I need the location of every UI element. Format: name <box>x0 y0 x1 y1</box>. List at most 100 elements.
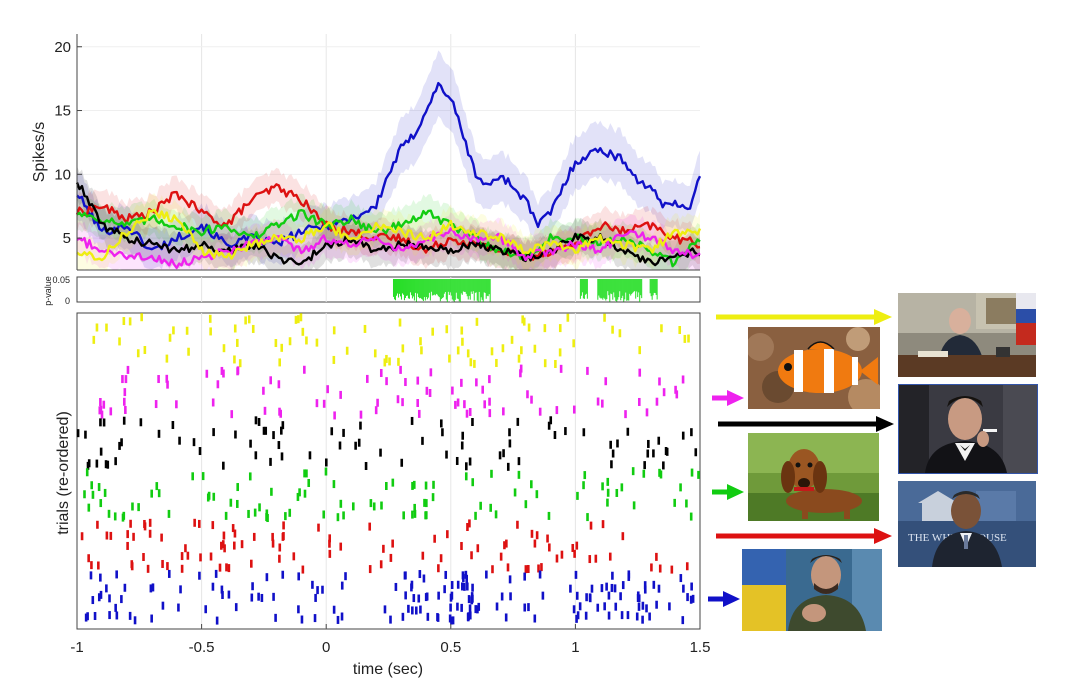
raster-tick <box>402 511 405 520</box>
raster-tick <box>533 539 537 548</box>
raster-tick <box>99 447 103 456</box>
raster-tick <box>332 480 336 489</box>
raster-tick <box>382 544 385 553</box>
raster-tick <box>670 565 674 574</box>
raster-tick <box>431 327 434 336</box>
raster-tick <box>106 460 110 469</box>
raster-tick <box>606 477 610 486</box>
raster-tick <box>503 541 506 550</box>
raster-tick <box>372 502 376 511</box>
raster-tick <box>485 570 488 579</box>
raster-tick <box>439 554 443 563</box>
raster-tick <box>508 428 511 437</box>
raster-tick <box>601 482 604 491</box>
raster-tick <box>476 544 480 553</box>
raster-tick <box>464 472 468 481</box>
raster-tick <box>201 472 205 481</box>
raster-tick <box>298 488 301 497</box>
raster-tick <box>683 334 687 343</box>
raster-tick <box>300 615 304 624</box>
raster-tick <box>502 449 505 458</box>
raster-tick <box>516 520 519 529</box>
raster-tick <box>233 324 237 333</box>
raster-tick <box>180 552 184 561</box>
raster-tick <box>184 544 187 553</box>
raster-tick <box>385 354 388 363</box>
raster-tick <box>578 602 582 611</box>
raster-tick <box>278 358 282 367</box>
raster-tick <box>441 428 444 437</box>
raster-tick <box>658 468 661 477</box>
raster-tick <box>192 438 196 447</box>
raster-tick <box>160 533 163 542</box>
raster-tick <box>254 451 258 460</box>
raster-tick <box>211 582 215 591</box>
raster-tick <box>607 591 611 600</box>
raster-tick <box>502 407 505 416</box>
raster-tick <box>685 499 688 508</box>
raster-tick <box>416 398 419 407</box>
raster-tick <box>527 564 530 573</box>
raster-tick <box>389 615 392 624</box>
raster-tick <box>344 572 347 581</box>
raster-tick <box>411 510 414 519</box>
raster-tick <box>321 585 324 594</box>
raster-tick <box>339 390 342 399</box>
raster-tick <box>431 493 435 502</box>
raster-tick <box>412 480 416 489</box>
raster-tick <box>146 564 150 573</box>
raster-tick <box>396 395 400 404</box>
raster-tick <box>221 591 224 600</box>
psth-series-line <box>75 183 701 261</box>
stimulus-arrows <box>708 309 894 607</box>
raster-tick <box>297 315 300 324</box>
raster-tick <box>626 427 630 436</box>
raster-tick <box>411 606 414 615</box>
photo-man-with-flag <box>742 549 882 631</box>
raster-tick <box>238 359 242 368</box>
raster-tick <box>445 325 449 334</box>
raster-tick <box>549 416 553 425</box>
raster-tick <box>277 380 281 389</box>
raster-tick <box>615 488 619 497</box>
photo-dachshund <box>748 433 879 521</box>
raster-tick <box>465 462 468 471</box>
raster-tick <box>454 400 457 409</box>
raster-tick <box>510 335 514 344</box>
raster-tick <box>414 606 418 615</box>
raster-tick <box>363 324 367 333</box>
raster-tick <box>429 368 433 377</box>
raster-tick <box>91 596 95 605</box>
raster-tick <box>467 595 471 604</box>
raster-tick <box>519 364 523 373</box>
raster-tick <box>690 468 694 477</box>
raster-tick <box>687 334 690 343</box>
raster-tick <box>205 369 209 378</box>
raster-tick <box>103 488 107 497</box>
raster-tick <box>109 407 113 416</box>
psth-ytick-label: 20 <box>54 39 71 56</box>
raster-tick <box>292 552 296 561</box>
raster-tick <box>227 564 231 573</box>
raster-tick <box>297 572 301 581</box>
raster-tick <box>610 583 614 592</box>
raster-tick <box>262 386 265 395</box>
psth-series-line <box>76 81 702 251</box>
raster-tick <box>234 430 237 439</box>
psth-lines <box>75 81 702 270</box>
raster-tick <box>403 571 407 580</box>
raster-tick <box>95 459 99 468</box>
raster-tick <box>87 459 91 468</box>
raster-tick <box>594 554 598 563</box>
raster-tick <box>199 553 202 562</box>
raster-tick <box>483 400 486 409</box>
raster-tick <box>437 564 440 573</box>
raster-tick <box>424 511 427 520</box>
raster-tick <box>240 540 244 549</box>
raster-tick <box>100 410 104 419</box>
raster-tick <box>424 593 428 602</box>
raster-tick <box>281 570 285 579</box>
x-tick-label: -1 <box>70 639 83 656</box>
raster-tick <box>254 416 258 425</box>
raster-tick <box>596 397 600 406</box>
